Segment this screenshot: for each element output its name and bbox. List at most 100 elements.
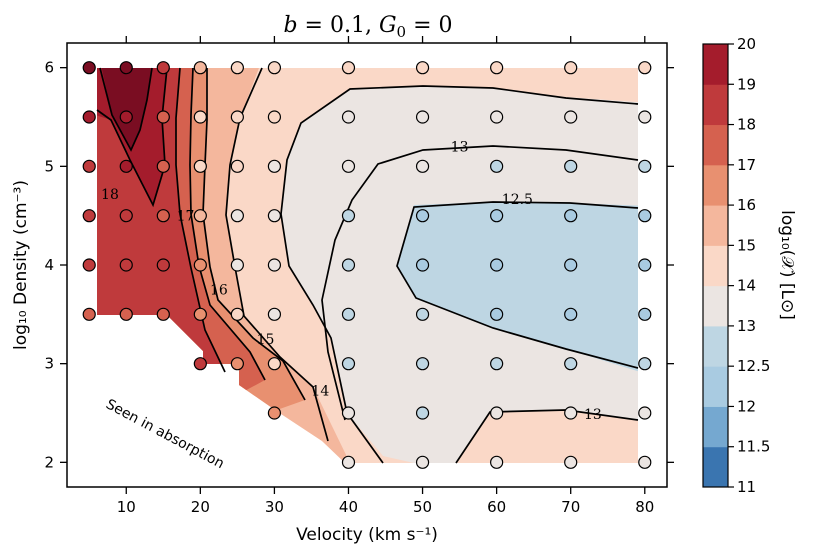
sample-point (156, 307, 170, 321)
sample-point (341, 159, 356, 173)
sample-point (156, 159, 170, 173)
sample-point (490, 61, 504, 75)
sample-point (490, 110, 504, 124)
sample-point (119, 159, 133, 173)
sample-point (638, 357, 652, 371)
colorbar-segment (703, 44, 728, 85)
colorbar-tick-label: 15 (737, 236, 756, 254)
sample-point (490, 209, 504, 223)
x-tick-label: 20 (191, 498, 210, 516)
sample-point (230, 357, 244, 371)
x-tick-label: 50 (413, 498, 432, 516)
sample-point (564, 307, 578, 321)
sample-point (341, 455, 356, 469)
sample-point (341, 61, 356, 75)
contour-line-16 (189, 67, 266, 381)
sample-point (415, 258, 430, 272)
x-tick-label: 30 (265, 498, 284, 516)
sample-point (230, 307, 244, 321)
sample-point (415, 307, 430, 321)
sample-point (156, 209, 170, 223)
y-tick-label: 2 (44, 453, 54, 471)
sample-point (230, 159, 244, 173)
sample-point (267, 209, 282, 223)
contour-lines (96, 67, 639, 464)
colorbar-segment (703, 406, 728, 448)
sample-point (230, 110, 244, 124)
colorbar-tick-label: 13 (737, 317, 756, 335)
x-tick-label: 70 (561, 498, 580, 516)
sample-point (415, 357, 430, 371)
sample-point (193, 209, 207, 223)
y-tick-label: 4 (44, 256, 54, 274)
colorbar-tick-label: 12.5 (737, 357, 770, 375)
x-axis-label: Velocity (km s⁻¹) (296, 525, 438, 545)
sample-point (193, 307, 207, 321)
sample-point (490, 455, 504, 469)
contour-labels: 13 12.5 18 17 16 15 14 13 (101, 140, 602, 423)
colorbar-segment (703, 245, 728, 287)
colorbar-segment (703, 124, 728, 166)
sample-point (638, 61, 652, 75)
colorbar-tick-label: 11 (737, 478, 756, 496)
sample-points (82, 61, 652, 469)
sample-point (415, 61, 430, 75)
sample-point (267, 307, 282, 321)
sample-point (564, 159, 578, 173)
sample-point (193, 258, 207, 272)
sample-point (267, 110, 282, 124)
sample-point (82, 159, 96, 173)
sample-point (564, 209, 578, 223)
colorbar-tick-label: 18 (737, 116, 756, 134)
sample-point (82, 110, 96, 124)
sample-point (82, 209, 96, 223)
x-tick-label: 40 (339, 498, 358, 516)
sample-point (341, 357, 356, 371)
colorbar-frame (702, 43, 729, 488)
colorbar-tick-label: 19 (737, 75, 756, 93)
y-tick-label: 6 (44, 59, 54, 77)
sample-point (341, 209, 356, 223)
contour-line-19 (99, 67, 153, 152)
sample-point (267, 258, 282, 272)
contour-label: 18 (101, 187, 119, 203)
sample-point (267, 406, 282, 420)
sample-point (564, 455, 578, 469)
sample-point (230, 61, 244, 75)
colorbar-segment (703, 446, 728, 488)
sample-point (638, 455, 652, 469)
colorbar-tick-label: 17 (737, 156, 756, 174)
sample-point (415, 455, 430, 469)
sample-point (415, 209, 430, 223)
sample-point (193, 159, 207, 173)
sample-point (564, 357, 578, 371)
sample-point (267, 61, 282, 75)
x-tick-label: 60 (487, 498, 506, 516)
sample-point (638, 307, 652, 321)
colorbar-tick-label: 16 (737, 196, 756, 214)
contour-line-13-mid (321, 145, 639, 421)
contour-label: 13 (584, 407, 602, 423)
sample-point (82, 61, 96, 75)
contour-label: 15 (257, 332, 275, 348)
y-tick-label: 5 (44, 157, 54, 175)
x-axis: 10 20 30 40 50 60 70 80 (117, 36, 654, 516)
colorbar-segment (703, 285, 728, 327)
sample-point (415, 159, 430, 173)
colorbar-segment (703, 366, 728, 407)
band-12-13 (397, 202, 638, 375)
sample-point (490, 159, 504, 173)
sample-point (638, 209, 652, 223)
sample-point (156, 110, 170, 124)
contour-line-13-upper (280, 85, 639, 464)
sample-point (415, 406, 430, 420)
sample-point (267, 357, 282, 371)
sample-point (341, 406, 356, 420)
sample-point (119, 110, 133, 124)
absorption-annotation: Seen in absorption (103, 396, 227, 472)
colorbar-tick-label: 14 (737, 277, 756, 295)
sample-point (564, 406, 578, 420)
contour-label: 14 (311, 383, 329, 399)
sample-point (230, 258, 244, 272)
